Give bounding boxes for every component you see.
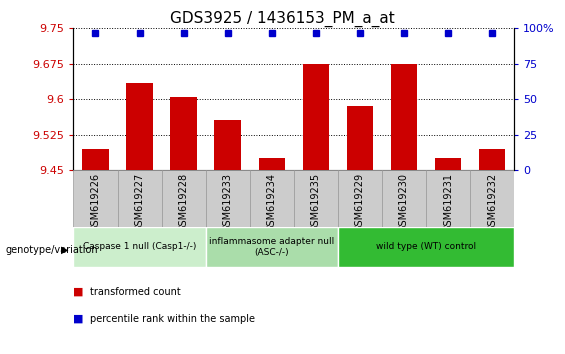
Text: ■: ■ [73,287,84,297]
Text: GSM619233: GSM619233 [223,173,233,232]
Text: inflammasome adapter null
(ASC-/-): inflammasome adapter null (ASC-/-) [209,237,334,257]
Bar [347,106,373,170]
Text: genotype/variation: genotype/variation [6,245,98,255]
Bar [73,170,118,227]
Bar [435,158,461,170]
Text: ▶: ▶ [62,245,69,255]
Text: transformed count: transformed count [90,287,181,297]
Text: GDS3925 / 1436153_PM_a_at: GDS3925 / 1436153_PM_a_at [170,11,395,27]
Bar [215,120,241,170]
Bar [82,149,108,170]
Text: GSM619235: GSM619235 [311,173,321,232]
Text: GSM619226: GSM619226 [90,173,101,232]
Bar [250,170,294,227]
Bar [118,170,162,227]
Bar [206,170,250,227]
Bar [303,64,329,170]
Text: Caspase 1 null (Casp1-/-): Caspase 1 null (Casp1-/-) [83,242,196,251]
Bar [171,97,197,170]
Bar [391,64,417,170]
Bar [382,170,426,227]
Bar [127,82,153,170]
Text: GSM619232: GSM619232 [487,173,497,232]
Text: ■: ■ [73,314,84,324]
Text: GSM619229: GSM619229 [355,173,365,232]
Bar [338,227,514,267]
Text: GSM619231: GSM619231 [443,173,453,232]
Bar [338,170,382,227]
Text: GSM619234: GSM619234 [267,173,277,232]
Text: GSM619228: GSM619228 [179,173,189,232]
Bar [426,170,470,227]
Bar [73,227,206,267]
Bar [162,170,206,227]
Text: GSM619230: GSM619230 [399,173,409,232]
Text: GSM619227: GSM619227 [134,173,145,232]
Bar [206,227,338,267]
Bar [259,158,285,170]
Bar [294,170,338,227]
Text: wild type (WT) control: wild type (WT) control [376,242,476,251]
Bar [479,149,505,170]
Bar [470,170,514,227]
Text: percentile rank within the sample: percentile rank within the sample [90,314,255,324]
